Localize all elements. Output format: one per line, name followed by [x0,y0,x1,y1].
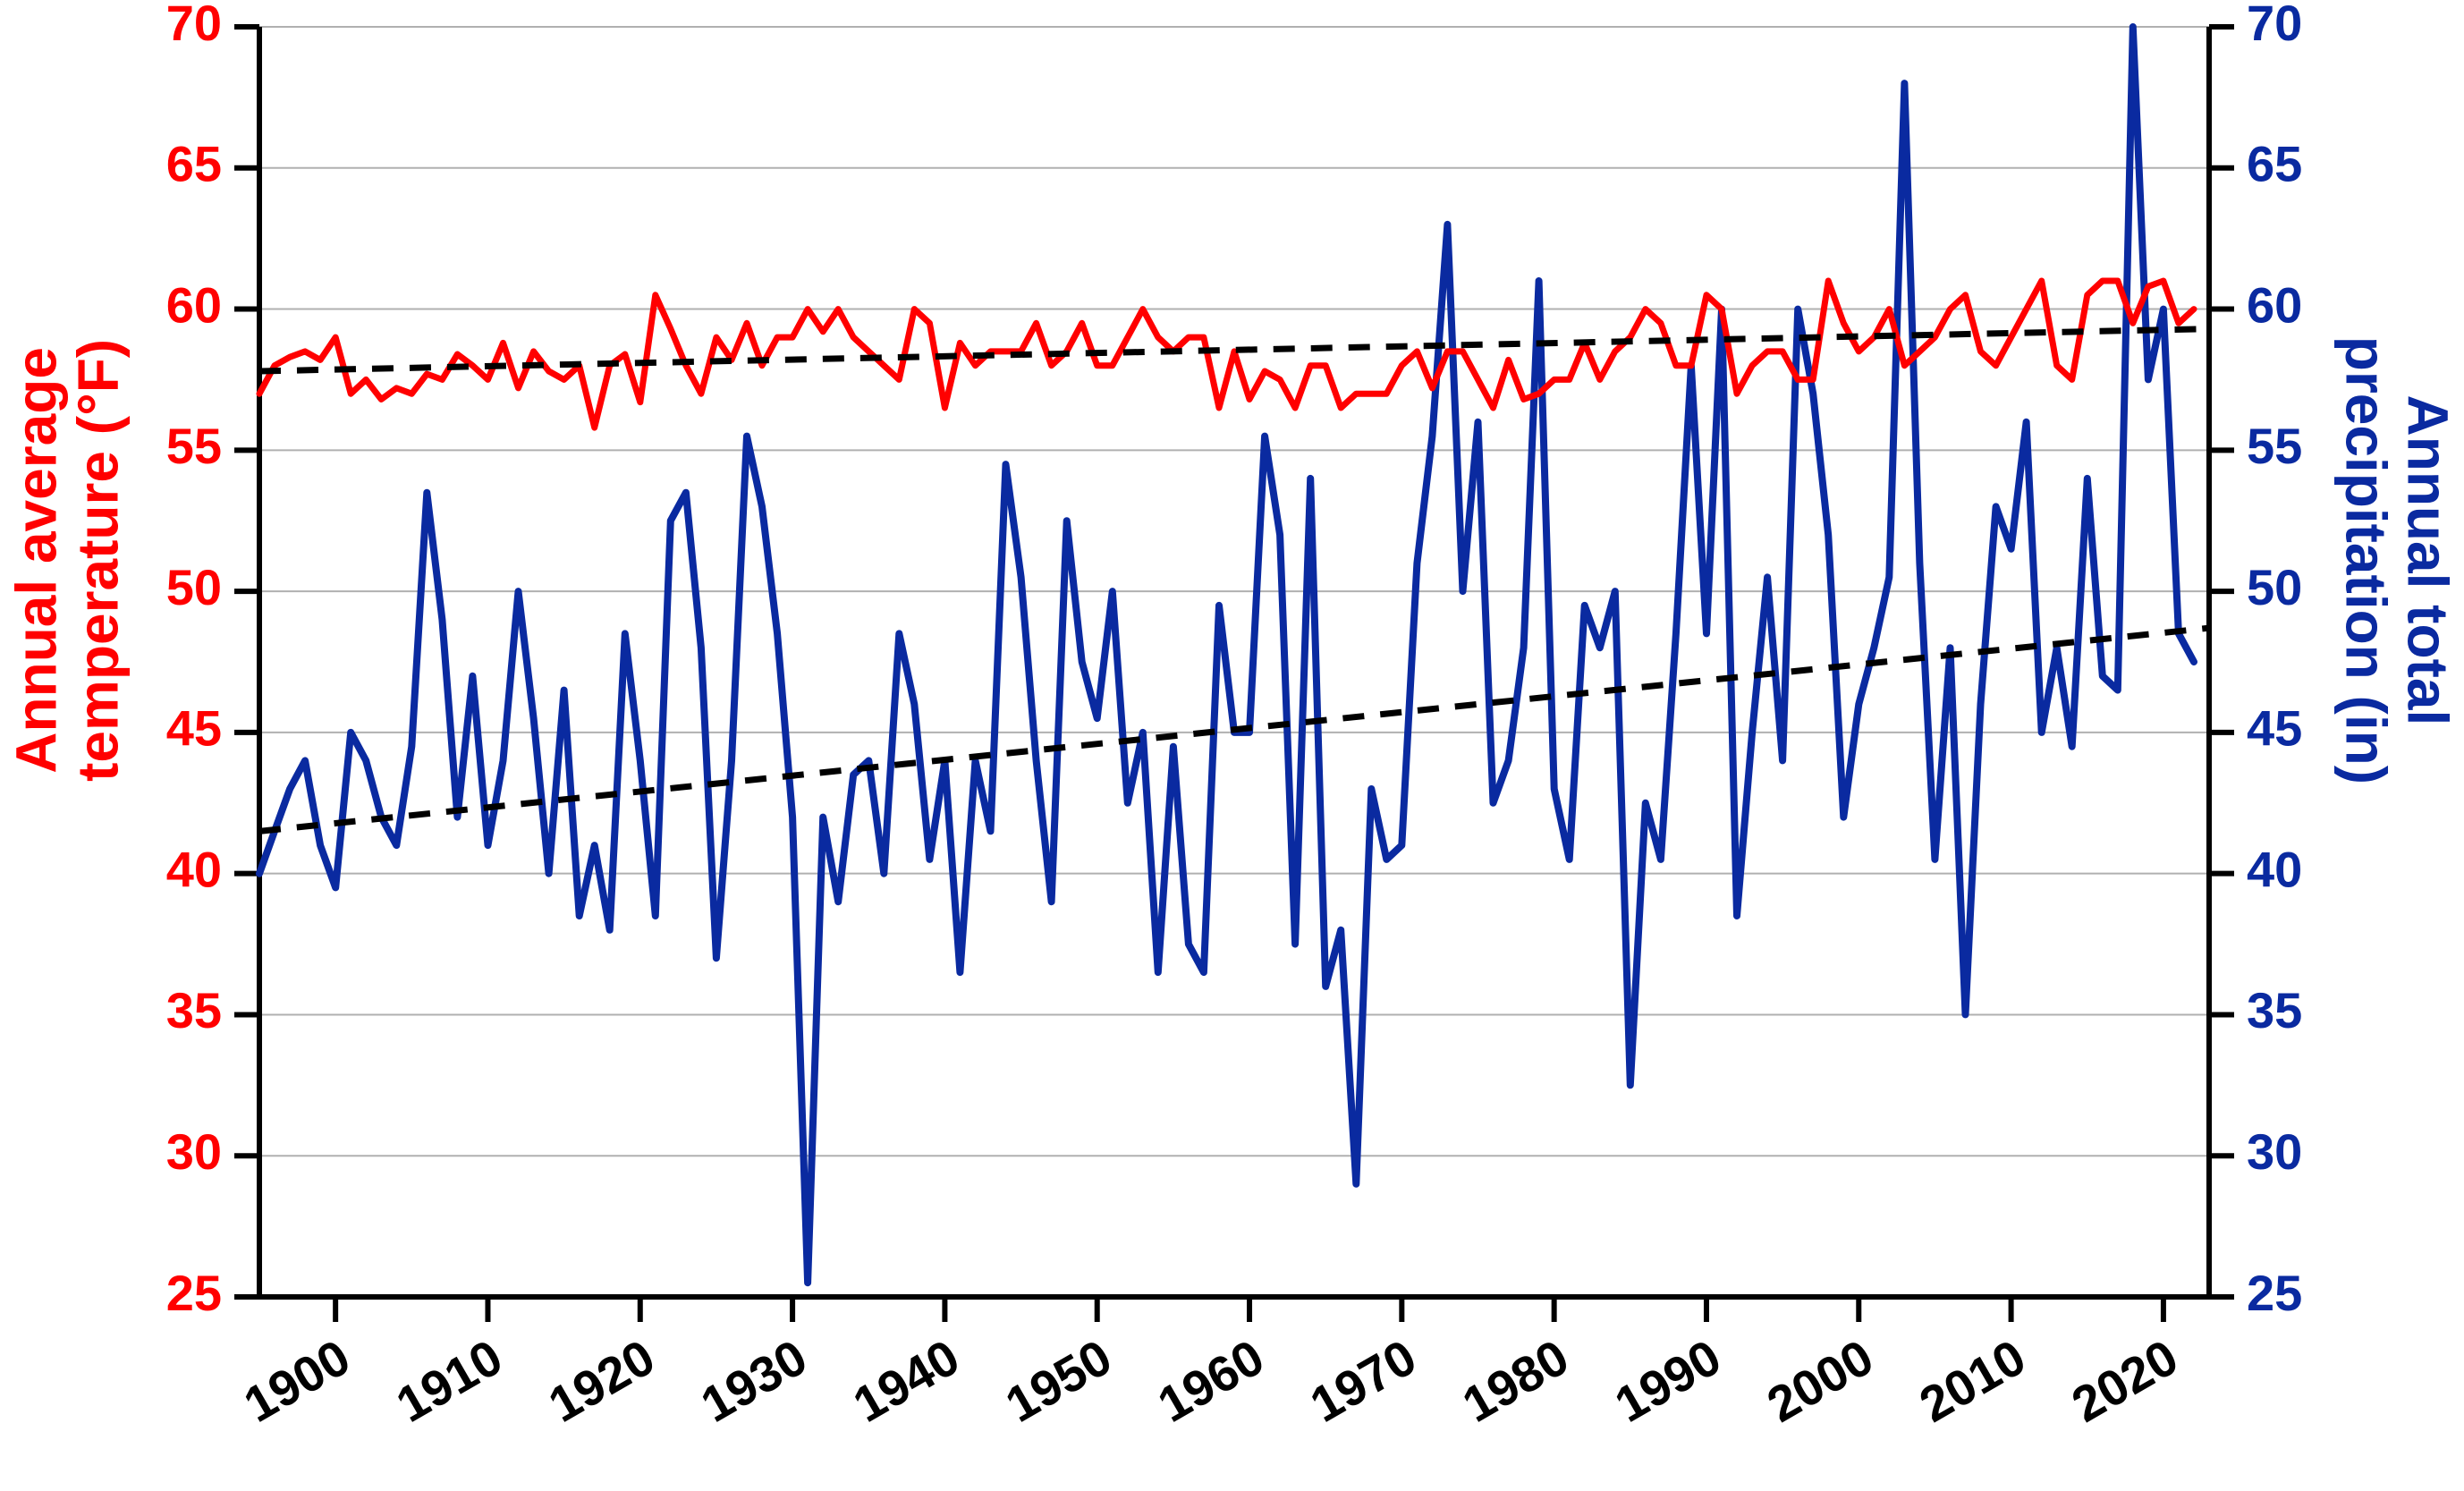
y-left-tick-label: 45 [166,700,222,757]
y-right-tick-label: 50 [2247,559,2302,615]
svg-text:precipitation (in): precipitation (in) [2334,336,2399,784]
y-right-tick-label: 45 [2247,700,2302,757]
y-right-tick-label: 40 [2247,841,2302,897]
y-left-tick-label: 25 [166,1265,222,1321]
y-left-tick-label: 40 [166,841,222,897]
y-left-tick-label: 30 [166,1123,222,1180]
y-left-tick-label: 35 [166,982,222,1038]
y-left-tick-label: 55 [166,418,222,474]
y-left-tick-label: 60 [166,276,222,333]
y-right-axis-label: Annual totalprecipitation (in) [2334,336,2460,784]
svg-text:Annual average: Annual average [4,347,68,774]
y-left-tick-label: 65 [166,136,222,192]
y-right-tick-label: 30 [2247,1123,2302,1180]
y-right-tick-label: 65 [2247,136,2302,192]
dual-axis-line-chart: 25 30 35 40 45 50 55 60 65 70 25 30 35 40 45 50 55 60 65 70… [0,0,2464,1491]
y-right-tick-label: 60 [2247,276,2302,333]
svg-text:Annual total: Annual total [2396,395,2460,726]
y-right-tick-label: 35 [2247,982,2302,1038]
svg-text:temperature (°F): temperature (°F) [65,339,130,782]
y-left-tick-label: 70 [166,0,222,51]
y-right-tick-label: 55 [2247,418,2302,474]
y-right-tick-label: 25 [2247,1265,2302,1321]
chart-container: 25 30 35 40 45 50 55 60 65 70 25 30 35 40 45 50 55 60 65 70… [0,0,2464,1491]
y-left-tick-label: 50 [166,559,222,615]
y-right-tick-label: 70 [2247,0,2302,51]
y-left-axis-label: Annual averagetemperature (°F) [4,339,130,782]
